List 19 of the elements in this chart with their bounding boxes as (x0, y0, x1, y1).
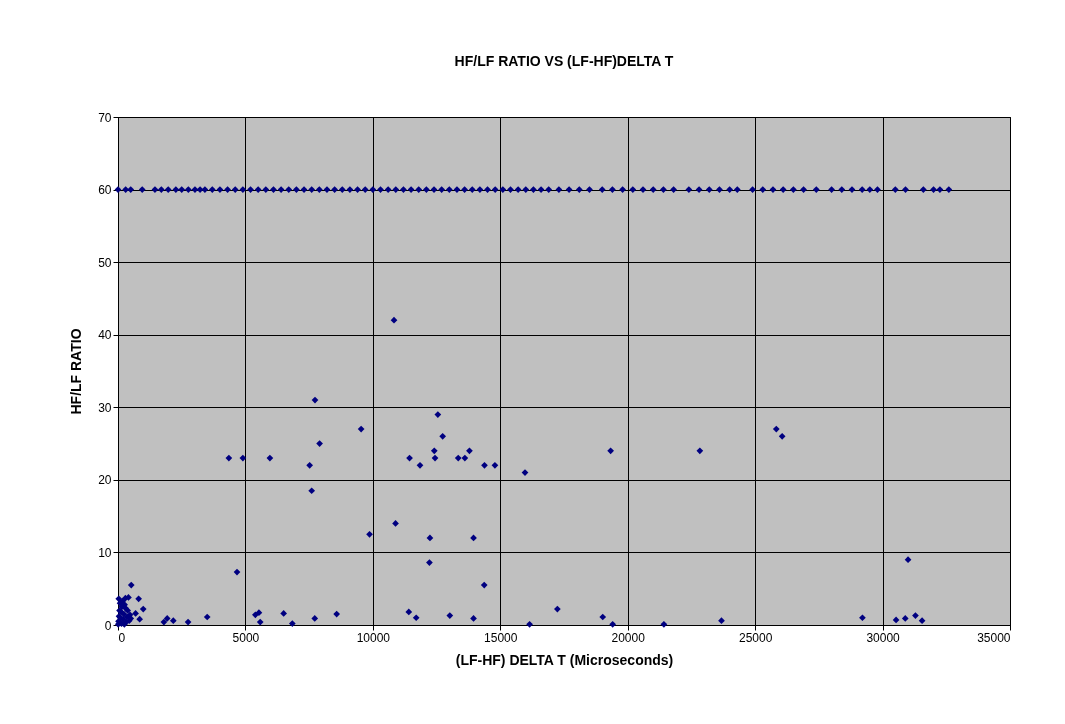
x-axis-title: (LF-HF) DELTA T (Microseconds) (455, 651, 674, 668)
y-tick-label: 10 (98, 545, 112, 560)
y-tick-label: 40 (98, 328, 112, 343)
y-tick-label: 30 (98, 400, 112, 415)
y-tick-label: 60 (98, 183, 112, 198)
y-tick-label: 20 (98, 473, 112, 488)
x-tick-label: 10000 (356, 630, 391, 645)
y-tick-label: 0 (104, 618, 112, 633)
y-tick-label: 70 (98, 110, 112, 125)
x-tick-label: 35000 (977, 630, 1011, 645)
x-tick-label: 20000 (611, 630, 646, 645)
y-tick-label: 50 (98, 255, 112, 270)
y-axis-title: HF/LF RATIO (68, 328, 85, 415)
chart-title: HF/LF RATIO VS (LF-HF)DELTA T (454, 53, 674, 69)
x-tick-label: 5000 (232, 630, 260, 645)
x-tick-label: 25000 (738, 630, 773, 645)
x-tick-label: 0 (118, 630, 126, 645)
x-tick-label: 30000 (866, 630, 901, 645)
x-tick-label: 15000 (484, 630, 518, 645)
